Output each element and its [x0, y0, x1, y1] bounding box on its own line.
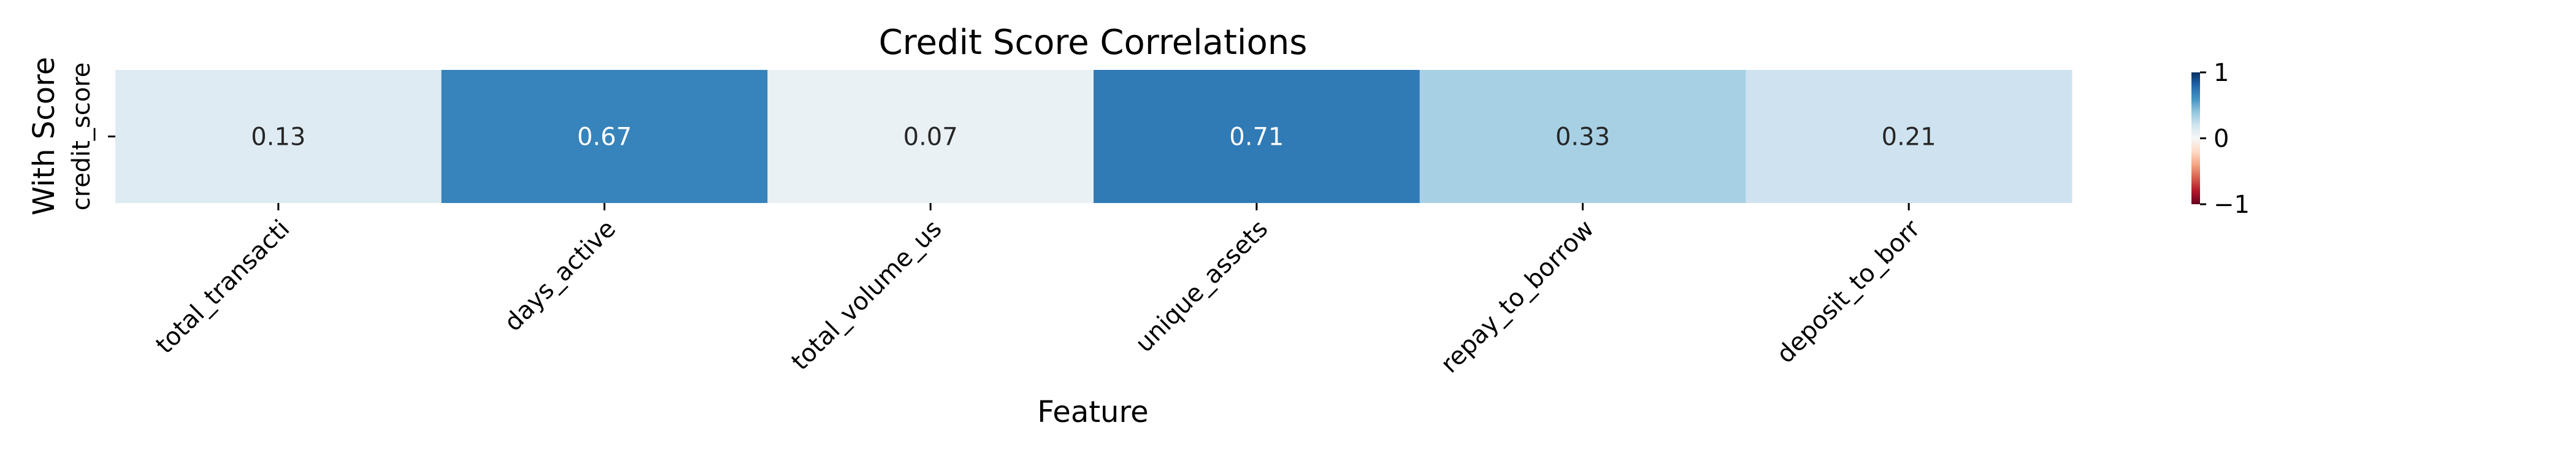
heatmap-cell — [1419, 70, 1746, 203]
x-tick-label: total_transacti — [150, 215, 295, 359]
y-tick-label: credit_score — [67, 63, 96, 211]
colorbar: 1 0 −1 — [2191, 59, 2250, 219]
cell-value-label: 0.33 — [1555, 123, 1610, 151]
cell-value-label: 0.21 — [1882, 123, 1936, 151]
x-tick-label: total_volume_us — [786, 215, 948, 376]
heatmap-cells — [115, 70, 2072, 203]
cell-value-label: 0.13 — [251, 123, 305, 151]
colorbar-gradient — [2191, 72, 2200, 204]
x-axis-title: Feature — [1037, 395, 1148, 429]
heatmap-cell — [1094, 70, 1420, 203]
x-tick-label: days_active — [499, 215, 621, 337]
heatmap-annotations: 0.13 0.67 0.07 0.71 0.33 0.21 — [251, 123, 1936, 151]
heatmap-cell — [1746, 70, 2072, 203]
heatmap-cell — [441, 70, 768, 203]
chart-title: Credit Score Correlations — [879, 23, 1308, 63]
colorbar-tick-label: 1 — [2214, 59, 2229, 87]
cell-value-label: 0.71 — [1229, 123, 1284, 151]
cell-value-label: 0.07 — [903, 123, 958, 151]
x-tick-label: repay_to_borrow — [1435, 215, 1599, 378]
y-axis-ticks: credit_score — [67, 63, 115, 211]
x-axis-ticks: total_transacti days_active total_volume_u… — [150, 203, 1926, 378]
heatmap-cell — [115, 70, 442, 203]
cell-value-label: 0.67 — [577, 123, 632, 151]
x-tick-label: unique_assets — [1130, 215, 1274, 358]
colorbar-tick-label: 0 — [2214, 125, 2229, 153]
y-axis-title: With Score — [27, 57, 61, 216]
colorbar-tick-label: −1 — [2214, 191, 2250, 219]
x-tick-label: deposit_to_borr — [1771, 215, 1926, 369]
heatmap-cell — [767, 70, 1094, 203]
